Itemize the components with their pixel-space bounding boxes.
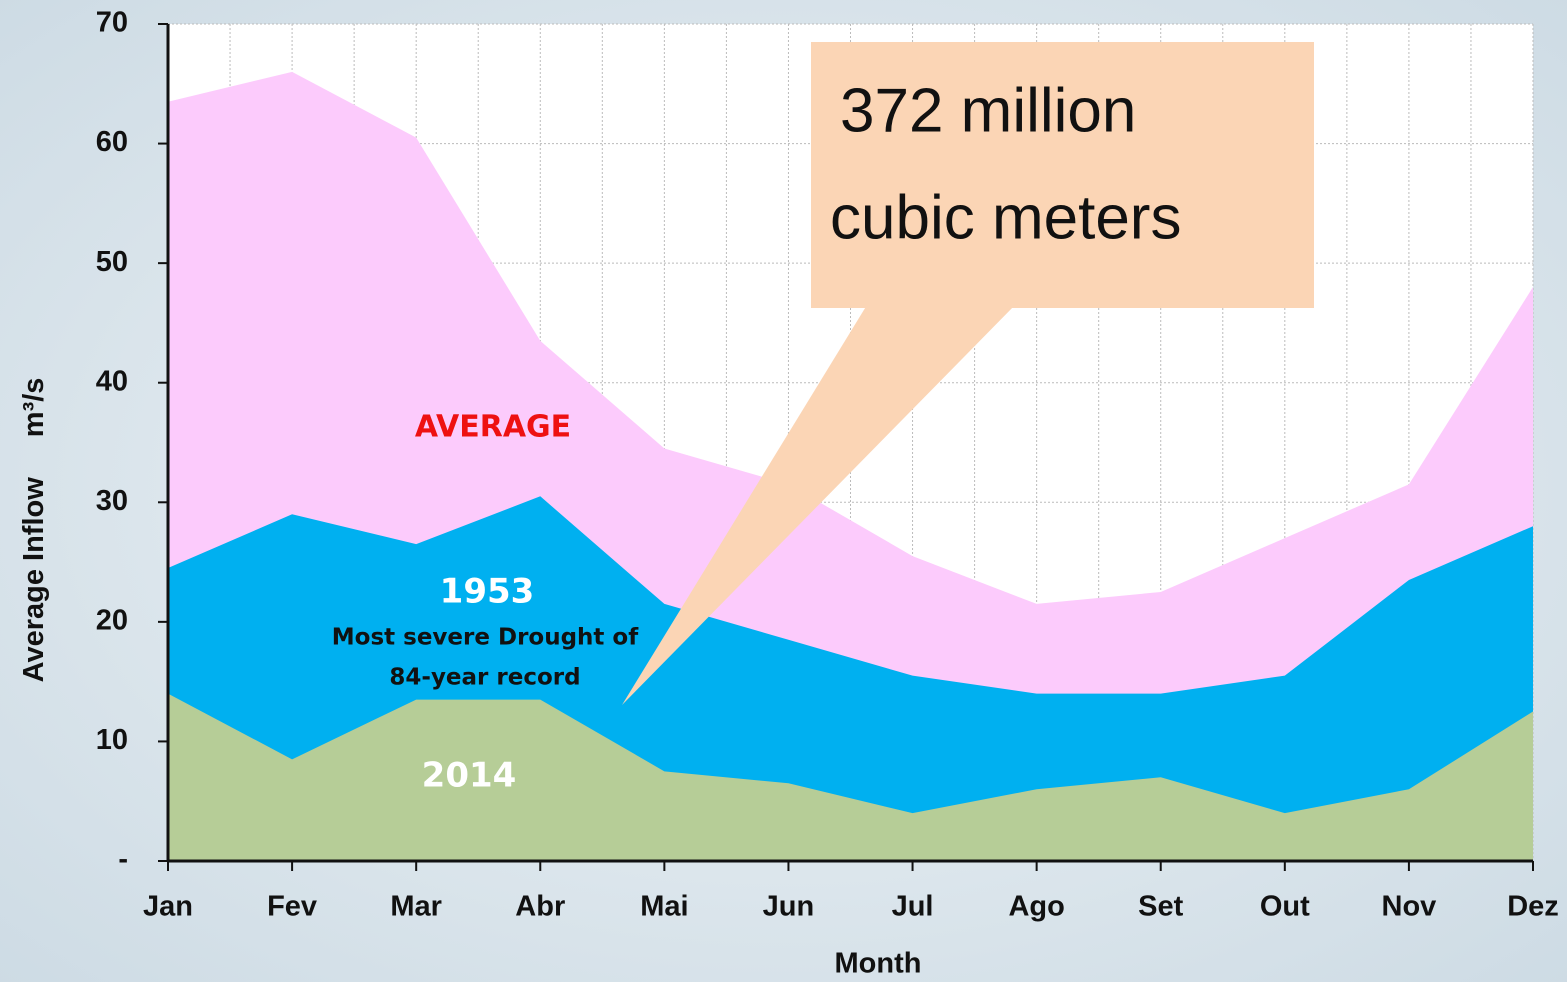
x-tick-label: Abr <box>515 891 565 923</box>
callout-box <box>811 42 1314 308</box>
x-tick-label: Ago <box>1008 891 1064 923</box>
x-tick-label: Jan <box>143 891 193 923</box>
y-tick-label: 30 <box>96 485 128 517</box>
x-tick-label: Jul <box>892 891 934 923</box>
callout-text: cubic meters <box>830 183 1181 252</box>
x-tick-label: Mar <box>390 891 442 923</box>
x-tick-label: Fev <box>267 891 317 923</box>
y-tick-label: 60 <box>96 126 128 158</box>
y-tick-label: 50 <box>96 246 128 278</box>
series-label: AVERAGE <box>415 410 571 445</box>
series-label: 2014 <box>422 756 517 796</box>
y-tick-label: 70 <box>96 7 128 39</box>
x-tick-label: Jun <box>763 891 815 923</box>
y-axis-title: Average Inflow <box>18 477 50 683</box>
y-axis-label: Average Inflow m³/s <box>18 378 50 683</box>
y-tick-label: 40 <box>96 365 128 397</box>
x-tick-label: Out <box>1260 891 1310 923</box>
y-tick-label: 10 <box>96 724 128 756</box>
y-tick-label: 20 <box>96 605 128 637</box>
x-tick-label: Dez <box>1507 891 1559 923</box>
annotation: 84-year record <box>389 665 580 691</box>
callout-text: 372 million <box>840 76 1136 145</box>
annotation: Most severe Drought of <box>332 625 639 651</box>
y-axis-unit: m³/s <box>18 378 50 438</box>
x-tick-label: Set <box>1138 891 1183 923</box>
y-tick-label: - <box>118 844 128 876</box>
x-axis-label: Month <box>835 948 922 980</box>
x-tick-label: Nov <box>1382 891 1437 923</box>
area <box>168 693 1533 861</box>
callout-pointer <box>622 300 1020 705</box>
series-label: 1953 <box>440 572 535 612</box>
x-tick-label: Mai <box>640 891 688 923</box>
